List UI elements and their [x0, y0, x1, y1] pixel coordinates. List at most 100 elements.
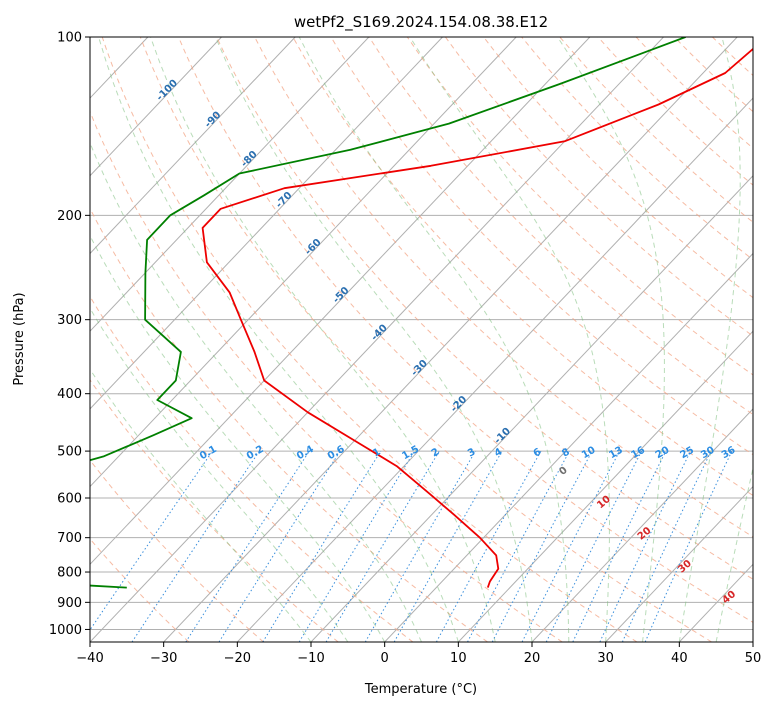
dry-adiabat-line: [330, 37, 753, 456]
profile-data-point: [354, 440, 356, 442]
profile-data-point: [103, 455, 105, 457]
x-tick-label: 40: [671, 651, 688, 666]
isotherm-gridline: [90, 37, 443, 410]
profile-data-point: [724, 72, 726, 74]
profile-series-line: [201, 47, 753, 588]
profile-data-point: [169, 214, 171, 216]
chart-title: wetPf2_S169.2024.154.08.38.E12: [294, 13, 548, 32]
mixing-ratio-label: 4: [493, 446, 505, 459]
dry-adiabat-line: [368, 37, 753, 416]
dry-adiabat-line: [139, 37, 712, 642]
profile-data-point: [220, 208, 222, 210]
profile-data-point: [448, 123, 450, 125]
y-tick-label: 1000: [49, 623, 82, 638]
axes: −40 −30 −20 −10 0 10 20 30 40 50 100 200 300 400 500 60…: [49, 31, 761, 667]
y-tick-label: 700: [57, 531, 82, 546]
x-tick-label: 50: [745, 651, 762, 666]
mixing-ratio-line: [185, 450, 310, 642]
profile-data-point: [180, 351, 182, 353]
isotherm-gridline: [531, 408, 753, 642]
mixing-ratio-line: [621, 450, 712, 642]
moist-adiabat-line: [150, 37, 496, 642]
isotherm-gridline: [236, 97, 753, 642]
isotherm-gridline: [90, 37, 370, 332]
profile-data-point: [263, 380, 265, 382]
dry-adiabat-line: [216, 37, 753, 580]
profile-data-point: [396, 465, 398, 467]
y-tick-label: 800: [57, 566, 82, 581]
y-tick-label: 100: [57, 31, 82, 46]
profile-data-point: [144, 319, 146, 321]
isotherm-gridline: [90, 37, 296, 255]
profile-data-point: [239, 173, 241, 175]
dry-adiabat-line: [521, 37, 753, 261]
profile-series-line: [90, 37, 686, 589]
mixing-ratio-label: 8: [560, 447, 572, 460]
isotherm-gridline: [384, 252, 753, 642]
profile-data-point: [153, 434, 155, 436]
mixing-ratio-line: [599, 450, 692, 642]
isotherm-gridline: [163, 37, 738, 642]
profile-data-point: [495, 555, 497, 557]
profile-data-point: [489, 581, 491, 583]
isotherm-gridline: [90, 37, 517, 488]
profile-data-point: [202, 227, 204, 229]
mixing-ratio-label: 1: [371, 446, 383, 459]
dry-adiabat-line: [101, 37, 638, 642]
mixing-ratio-line: [572, 450, 667, 642]
profile-data-point: [658, 104, 660, 106]
mixing-ratio-line: [644, 450, 733, 642]
mixing-ratio-line: [90, 450, 213, 631]
dry-adiabat-line: [483, 37, 753, 299]
profile-data-point: [479, 537, 481, 539]
y-tick-label: 300: [57, 313, 82, 328]
mixing-ratio-line: [364, 450, 476, 642]
profile-data-point: [191, 417, 193, 419]
x-tick-label: −20: [224, 651, 251, 666]
moist-adiabat-line: [90, 234, 386, 642]
profile-data-point: [144, 272, 146, 274]
profile-data-point: [487, 587, 489, 589]
x-tick-label: 20: [524, 651, 541, 666]
isotherm-gridline: [310, 175, 753, 642]
moist-adiabat-line: [90, 307, 349, 642]
dry-adiabat-line: [597, 37, 753, 186]
mixing-ratio-line: [393, 450, 503, 642]
moist-adiabat-line: [298, 37, 570, 642]
isotherm-gridline: [457, 330, 753, 642]
profile-data-point: [497, 568, 499, 570]
moist-adiabat-line: [678, 37, 741, 642]
x-tick-label: 30: [597, 651, 614, 666]
profile-data-point: [430, 165, 432, 167]
profile-data-point: [307, 411, 309, 413]
profile-data-point: [453, 514, 455, 516]
profile-data-point: [146, 239, 148, 241]
moist-adiabat-line: [98, 37, 459, 642]
moist-adiabat-line: [409, 37, 610, 642]
isotherm-gridline: [90, 37, 222, 177]
dry-adiabat-line: [90, 459, 264, 642]
x-tick-label: 0: [381, 651, 389, 666]
isotherm-gridline: [605, 485, 753, 642]
dry-adiabat-line: [90, 538, 190, 642]
moist-adiabat-line: [90, 141, 422, 642]
mixing-ratio-line: [325, 450, 440, 642]
dry-adiabat-line: [406, 37, 753, 376]
mixing-ratio-label: 3: [466, 447, 478, 460]
mixing-ratio-label: 2: [430, 446, 442, 459]
y-tick-label: 600: [57, 492, 82, 507]
isotherm-gridline: [90, 37, 664, 642]
dry-adiabat-line: [292, 37, 753, 497]
plot-area: [90, 37, 753, 642]
plot-frame: [89, 36, 754, 643]
mixing-ratio-line: [218, 450, 341, 642]
dry-adiabat-line: [635, 37, 753, 149]
profile-data-point: [564, 140, 566, 142]
x-tick-label: −40: [76, 651, 103, 666]
x-tick-label: −10: [297, 651, 324, 666]
profile-data-point: [126, 587, 128, 589]
x-tick-label: −30: [150, 651, 177, 666]
profile-data-point: [206, 261, 208, 263]
